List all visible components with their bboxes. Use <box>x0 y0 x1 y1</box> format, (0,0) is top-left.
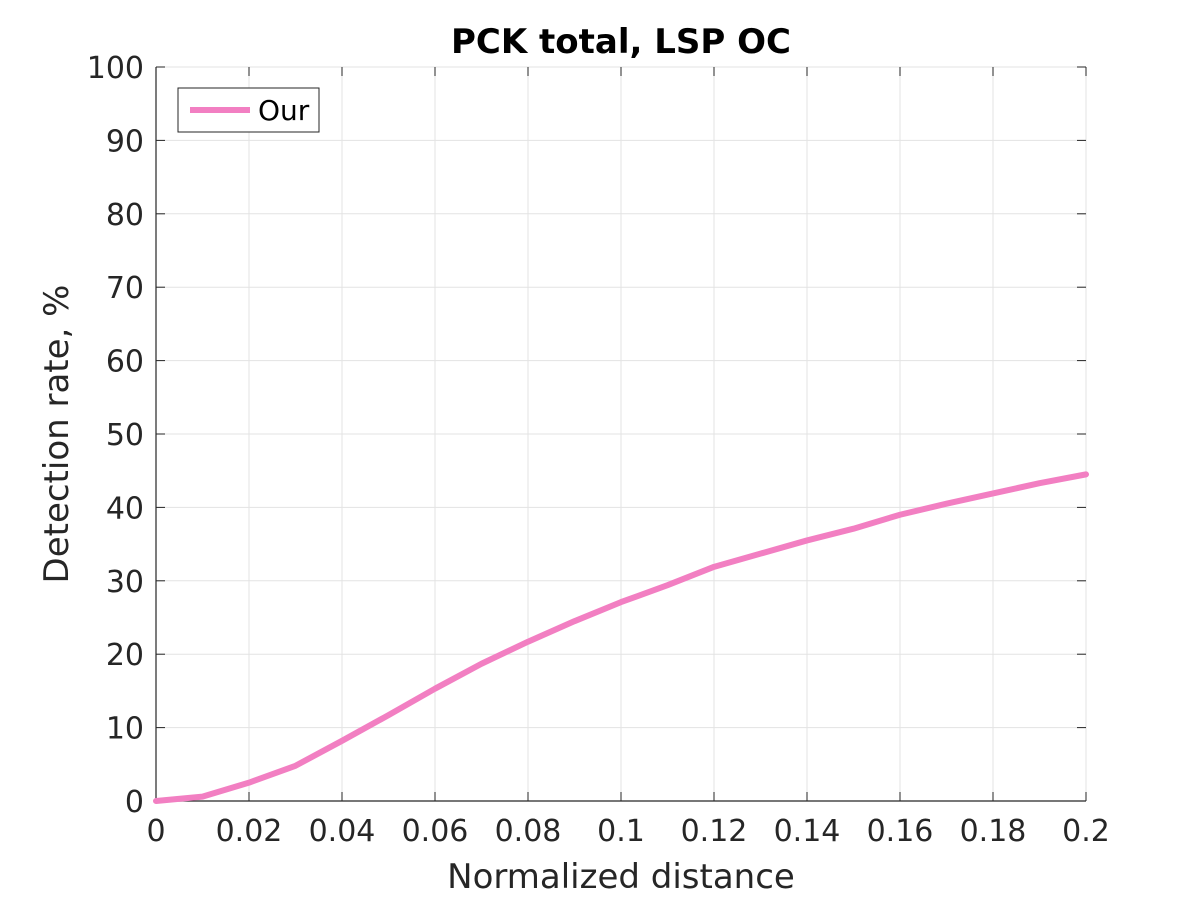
y-tick-label: 80 <box>106 198 144 233</box>
y-tick-label: 10 <box>106 712 144 747</box>
x-axis-label: Normalized distance <box>447 857 795 897</box>
x-tick-label: 0.02 <box>216 814 283 849</box>
y-tick-label: 60 <box>106 345 144 380</box>
y-tick-label: 30 <box>106 565 144 600</box>
x-tick-label: 0.14 <box>774 814 841 849</box>
x-tick-label: 0.08 <box>495 814 562 849</box>
x-tick-label: 0.12 <box>681 814 748 849</box>
legend: Our <box>177 87 320 133</box>
y-tick-label: 100 <box>87 51 144 86</box>
y-tick-label: 50 <box>106 418 144 453</box>
x-tick-label: 0.06 <box>402 814 469 849</box>
x-tick-label: 0.16 <box>867 814 934 849</box>
x-tick-label: 0.04 <box>309 814 376 849</box>
y-axis-ticks: 0 10 20 30 40 50 60 70 80 90 100 <box>87 51 1086 820</box>
x-tick-label: 0.1 <box>597 814 645 849</box>
y-tick-label: 40 <box>106 491 144 526</box>
x-tick-label: 0.18 <box>960 814 1027 849</box>
x-tick-label: 0 <box>146 814 165 849</box>
series-group <box>153 471 1089 804</box>
legend-label-our: Our <box>258 94 310 127</box>
y-tick-label: 20 <box>106 638 144 673</box>
y-axis-label: Detection rate, % <box>37 285 77 584</box>
x-axis-ticks: 0 0.02 0.04 0.06 0.08 0.1 0.12 0.14 0.16 0.18 0.2 <box>146 67 1110 849</box>
y-tick-label: 90 <box>106 124 144 159</box>
chart-title: PCK total, LSP OC <box>451 22 791 62</box>
series-line-our <box>153 471 1089 804</box>
y-tick-label: 70 <box>106 271 144 306</box>
y-tick-label: 0 <box>125 785 144 820</box>
x-tick-label: 0.2 <box>1062 814 1110 849</box>
